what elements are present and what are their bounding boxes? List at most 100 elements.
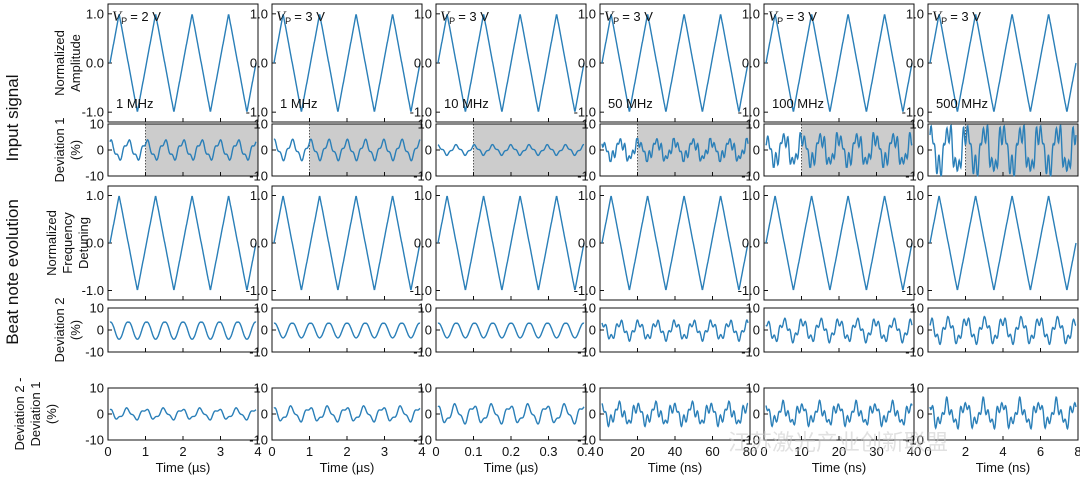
x-tick-label: 2	[962, 444, 969, 459]
x-tick-label: 0	[596, 444, 603, 459]
vp-label: VP = 2 V	[112, 9, 161, 26]
trace-r2-c1	[109, 139, 257, 161]
y-tick-label: 0	[425, 143, 432, 158]
y-tick-label: -10	[741, 169, 760, 184]
x-axis-label: Time (µs)	[156, 460, 211, 475]
y-axis-label-row3: Detuning	[76, 217, 91, 269]
freq-label: 500 MHz	[936, 96, 988, 111]
y-tick-label: -10	[577, 169, 596, 184]
y-axis-label-row5: (%)	[44, 404, 59, 424]
y-tick-label: -1.0	[902, 283, 924, 298]
y-tick-label: 0	[753, 407, 760, 422]
y-tick-label: 10	[910, 117, 924, 132]
freq-label: 100 MHz	[772, 96, 824, 111]
trace-r3-c1	[109, 195, 257, 291]
y-tick-label: 0.0	[578, 56, 596, 71]
y-tick-label: 0	[261, 143, 268, 158]
y-axis-label-row3: Frequency	[60, 212, 75, 274]
row-title-beat-note: Beat note evolution	[3, 199, 22, 345]
y-tick-label: -1.0	[738, 105, 760, 120]
y-tick-label: -10	[741, 345, 760, 360]
trace-r2-c3	[437, 143, 585, 157]
y-tick-label: 1.0	[250, 188, 268, 203]
y-tick-label: 1.0	[86, 188, 104, 203]
trace-r4-c6	[929, 315, 1077, 346]
trace-r1-c3	[437, 14, 585, 112]
trace-r5-c4	[601, 400, 749, 428]
panel-r2-c6: 10 0 -10	[905, 117, 1079, 184]
y-tick-label: 0.0	[742, 236, 760, 251]
trace-r4-c3	[437, 322, 585, 339]
row-titles: Input signal Beat note evolution	[3, 75, 22, 345]
y-tick-label: 0.0	[742, 56, 760, 71]
y-axis-label-row1: Amplitude	[68, 34, 83, 92]
trace-r5-c2	[273, 405, 421, 423]
y-tick-label: 10	[582, 381, 596, 396]
y-tick-label: 10	[746, 117, 760, 132]
x-tick-label: 0	[924, 444, 931, 459]
y-tick-label: 1.0	[414, 6, 432, 21]
panel-r1-c3: 1.0 0.0 -1.0 VP = 3 V 10 MHz	[410, 3, 587, 123]
y-tick-label: -1.0	[82, 283, 104, 298]
y-tick-label: 0.0	[414, 236, 432, 251]
panel-r4-c5: 10 0 -10	[741, 301, 915, 360]
x-tick-label: 4	[418, 444, 425, 459]
panel-r2-c2: 10 0 -10	[249, 117, 423, 184]
x-axis-label: Time (µs)	[320, 460, 375, 475]
row-title-input-signal: Input signal	[3, 75, 22, 162]
x-tick-label: 1	[142, 444, 149, 459]
y-tick-label: 1.0	[250, 6, 268, 21]
y-tick-label: -10	[577, 345, 596, 360]
trace-r1-c5	[765, 14, 913, 112]
panel-frame	[271, 307, 423, 353]
y-tick-label: -1.0	[410, 105, 432, 120]
x-tick-label: 40	[668, 444, 682, 459]
trace-r4-c2	[273, 322, 421, 339]
y-tick-label: -1.0	[574, 283, 596, 298]
trace-r2-c2	[273, 138, 421, 162]
freq-label: 10 MHz	[444, 96, 489, 111]
y-tick-label: -10	[905, 433, 924, 448]
y-tick-label: 1.0	[578, 188, 596, 203]
y-tick-label: 0.0	[250, 56, 268, 71]
y-tick-label: 0	[589, 407, 596, 422]
y-tick-label: -10	[249, 345, 268, 360]
y-tick-label: -10	[905, 169, 924, 184]
y-tick-label: 0	[261, 323, 268, 338]
trace-r5-c6	[929, 396, 1077, 431]
panel-r2-c3: 10 0 -10	[413, 117, 587, 184]
y-tick-label: 0	[97, 323, 104, 338]
x-tick-label: 0.3	[539, 444, 557, 459]
trace-r5-c1	[109, 407, 257, 421]
y-axis-label-row3: Normalized	[44, 210, 59, 276]
y-tick-label: 10	[418, 301, 432, 316]
y-tick-label: 0.0	[906, 56, 924, 71]
y-tick-label: 10	[746, 381, 760, 396]
y-tick-label: -1.0	[246, 105, 268, 120]
y-tick-label: -1.0	[902, 105, 924, 120]
x-axis-label: Time (ns)	[648, 460, 702, 475]
panel-r2-c4: 10 0 -10	[577, 117, 751, 184]
panel-r4-c6: 10 0 -10	[905, 301, 1079, 360]
panel-r1-c5: 1.0 0.0 -1.0 VP = 3 V 100 MHz	[738, 3, 915, 123]
x-axis-label: Time (ns)	[812, 460, 866, 475]
x-tick-label: 1	[306, 444, 313, 459]
y-axis-label-row2: (%)	[68, 140, 83, 160]
y-tick-label: 0	[753, 143, 760, 158]
y-tick-label: 0.0	[414, 56, 432, 71]
y-tick-label: -10	[741, 433, 760, 448]
x-tick-label: 3	[217, 444, 224, 459]
x-tick-label: 0.4	[577, 444, 595, 459]
x-tick-label: 0.1	[464, 444, 482, 459]
y-tick-label: -10	[85, 433, 104, 448]
x-tick-label: 40	[907, 444, 921, 459]
y-tick-label: 10	[582, 117, 596, 132]
y-tick-label: -10	[413, 345, 432, 360]
panel-r3-c1: 1.0 0.0 -1.0	[82, 185, 259, 301]
y-tick-label: -10	[249, 433, 268, 448]
panel-r2-c5: 10 0 -10	[741, 117, 915, 184]
trace-r1-c4	[601, 14, 749, 112]
trace-r2-c4	[601, 137, 749, 163]
trace-r3-c6	[929, 195, 1077, 291]
